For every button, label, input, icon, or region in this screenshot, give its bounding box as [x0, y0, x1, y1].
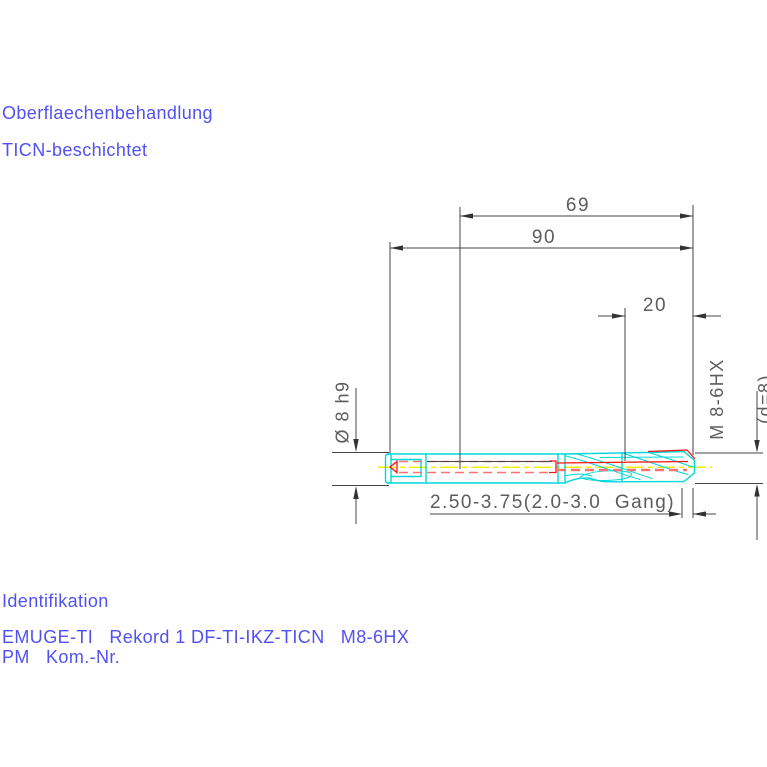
dim-69-label: 69: [565, 195, 591, 216]
dimension-arrowheads: [353, 213, 760, 517]
thread-size-line1: M 8-6HX: [707, 358, 727, 440]
thread-size-label: M 8-6HX (d=8): [677, 358, 767, 440]
identification-line2: PM Kom.-Nr.: [2, 647, 121, 667]
surface-treatment-heading: Oberflaechenbehandlung: [2, 103, 213, 123]
dim-20-label: 20: [642, 295, 668, 316]
thread-size-line2: (d=8): [755, 373, 767, 425]
chamfer-length-label: 2.50-3.75(2.0-3.0 Gang): [430, 492, 676, 513]
dimension-lines: [332, 205, 763, 540]
coolant-channel-lines: [388, 449, 696, 474]
surface-treatment-value: TICN-beschichtet: [2, 140, 148, 160]
shank-diameter-label: Ø 8 h9: [332, 380, 353, 444]
identification-heading: Identifikation: [2, 591, 109, 611]
dim-90-label: 90: [531, 227, 557, 248]
identification-line1: EMUGE-TI Rekord 1 DF-TI-IKZ-TICN M8-6HX: [2, 627, 410, 647]
